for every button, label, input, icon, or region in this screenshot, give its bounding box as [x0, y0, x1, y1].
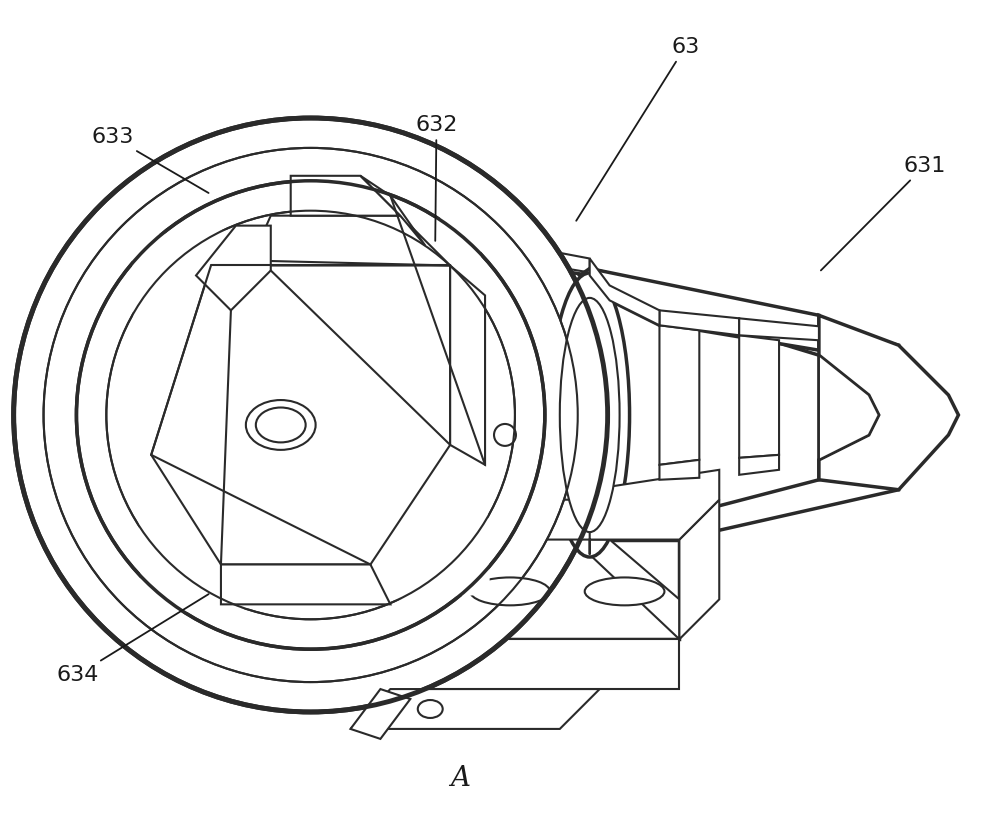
- Ellipse shape: [470, 578, 550, 606]
- Polygon shape: [739, 455, 779, 475]
- Polygon shape: [151, 265, 450, 564]
- Polygon shape: [739, 335, 779, 458]
- Polygon shape: [590, 540, 679, 639]
- Polygon shape: [251, 216, 450, 265]
- Ellipse shape: [560, 298, 620, 532]
- Ellipse shape: [44, 147, 578, 682]
- Polygon shape: [590, 259, 659, 325]
- Polygon shape: [659, 311, 739, 335]
- Text: 632: 632: [415, 115, 458, 241]
- Polygon shape: [590, 470, 719, 555]
- Polygon shape: [580, 269, 819, 350]
- Ellipse shape: [585, 578, 664, 606]
- Text: 631: 631: [821, 156, 946, 270]
- Polygon shape: [196, 226, 271, 311]
- Polygon shape: [819, 355, 879, 460]
- Polygon shape: [311, 206, 590, 273]
- Polygon shape: [659, 460, 699, 480]
- Polygon shape: [450, 265, 485, 465]
- Polygon shape: [819, 316, 958, 489]
- Polygon shape: [380, 499, 719, 540]
- Polygon shape: [131, 216, 490, 615]
- Polygon shape: [351, 689, 600, 729]
- Text: 63: 63: [576, 36, 700, 221]
- Polygon shape: [679, 499, 719, 639]
- Ellipse shape: [494, 424, 516, 446]
- Polygon shape: [360, 176, 425, 246]
- Ellipse shape: [106, 211, 515, 620]
- Ellipse shape: [550, 273, 630, 557]
- Text: 634: 634: [57, 594, 209, 685]
- Ellipse shape: [76, 180, 545, 649]
- Polygon shape: [380, 540, 679, 639]
- Polygon shape: [659, 325, 699, 465]
- Text: 633: 633: [91, 127, 209, 193]
- Polygon shape: [739, 318, 819, 340]
- Polygon shape: [351, 689, 410, 739]
- Ellipse shape: [246, 400, 316, 450]
- Polygon shape: [590, 269, 899, 559]
- Ellipse shape: [418, 700, 443, 718]
- Ellipse shape: [256, 408, 306, 442]
- Ellipse shape: [14, 118, 608, 712]
- Text: A: A: [450, 765, 470, 792]
- Polygon shape: [291, 176, 400, 216]
- Polygon shape: [221, 564, 390, 604]
- Polygon shape: [380, 639, 679, 689]
